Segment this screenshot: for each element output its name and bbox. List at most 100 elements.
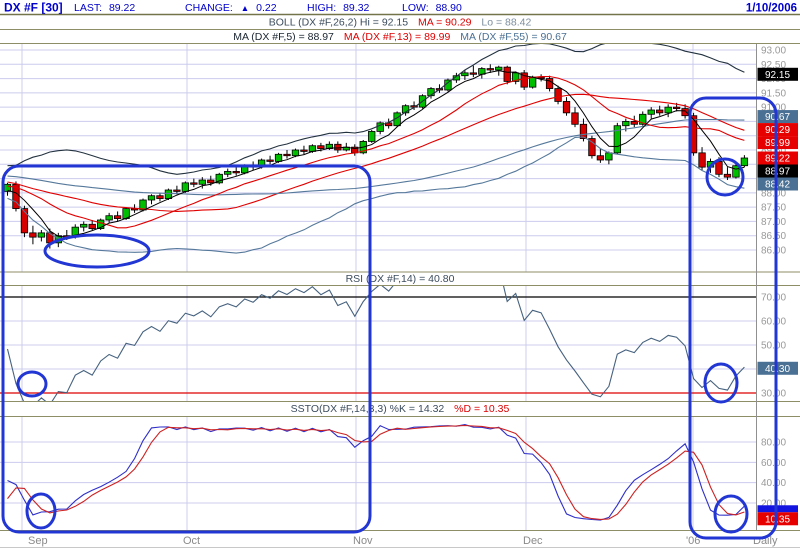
low-value: 88.90 [436, 2, 462, 14]
candle-up [181, 182, 190, 192]
rsi-plot-area[interactable] [0, 286, 756, 401]
svg-text:LAST: 89.22: LAST: 89.22 [74, 2, 135, 14]
candle-up [512, 72, 520, 82]
ma5-value: MA (DX #F,5) = 88.97 [233, 31, 334, 43]
candle-down [334, 143, 342, 151]
value-badge [757, 136, 798, 150]
ssto-title: SSTO(DX #F,14,3,3) %K = 14.32 %D = 10.35 [291, 403, 510, 415]
annotation-circle-price-jan-lows[interactable] [705, 157, 745, 197]
candle-up [427, 88, 435, 97]
date-display: 1/10/2006 [746, 3, 797, 15]
boll-upper-band-line [7, 44, 745, 175]
month-label[interactable]: Sep [28, 535, 48, 547]
value-badge [757, 164, 798, 178]
candle-up [605, 152, 613, 161]
candle-up [215, 173, 223, 184]
svg-text:CHANGE: ▲ 0.22: CHANGE: ▲ 0.22 [185, 2, 277, 14]
axis-tick-label: 87.00 [761, 217, 786, 228]
axis-tick-label: 70.00 [761, 293, 786, 304]
candle-up [664, 106, 672, 114]
annotation-circle-ssto-sep-low[interactable] [25, 492, 57, 530]
value-badge-label: 89.22 [765, 154, 790, 165]
month-label[interactable]: Oct [183, 535, 200, 547]
price-plot-area[interactable] [0, 44, 756, 272]
svg-text:LOW: 88.90: LOW: 88.90 [402, 2, 462, 14]
month-label[interactable]: Dec [523, 535, 543, 547]
candle-down [469, 72, 478, 75]
candle-up [368, 131, 376, 142]
symbol-title: DX #F [30] [4, 1, 63, 15]
high-label: HIGH: [307, 2, 336, 14]
annotation-circle-price-sep-lows[interactable] [43, 233, 151, 269]
candle-down [503, 66, 511, 82]
candle-down [596, 155, 605, 161]
annotation-circle-rsi-sep-low[interactable] [16, 370, 48, 398]
candle-down [681, 108, 689, 117]
axis-tick-label: 30.00 [761, 389, 786, 400]
candle-down [190, 182, 198, 185]
candle-up [461, 72, 469, 77]
candle-up [740, 157, 749, 167]
month-label[interactable]: Nov [353, 535, 373, 547]
candle-down [520, 72, 528, 88]
candle-down [232, 171, 240, 174]
ssto-k-line [7, 424, 745, 521]
low-label: LOW: [402, 2, 429, 14]
value-badge-label: 90.67 [765, 112, 790, 123]
annotation-circle-rsi-jan-low[interactable] [703, 362, 739, 404]
axis-tick-label: 87.50 [761, 203, 786, 214]
rsi-line-layer [6, 286, 745, 401]
candle-down [630, 121, 638, 125]
annotation-rect-sep-oct-lows[interactable] [1, 164, 372, 534]
axis-tick-label: 60.00 [761, 458, 786, 469]
candle-up [647, 109, 655, 115]
candle-up [495, 66, 503, 71]
candle-up [105, 215, 113, 221]
candle-up [401, 105, 410, 114]
boll-indicator-row: BOLL (DX #F,26,2) Hi = 92.15 MA = 90.29 … [269, 17, 532, 29]
boll-lo-value: Lo = 88.42 [481, 17, 531, 29]
candle-up [224, 171, 232, 175]
ssto-lines-layer [7, 424, 745, 521]
ssto-k-value: SSTO(DX #F,14,3,3) %K = 14.32 [291, 403, 445, 415]
value-badge-label: 40.30 [765, 364, 790, 375]
ma13-line [7, 75, 745, 229]
axis-tick-label: 60.00 [761, 317, 786, 328]
ma5-line [7, 70, 745, 238]
month-label[interactable]: '06 [686, 535, 700, 547]
candle-down [672, 106, 681, 109]
value-badge-label: 92.15 [765, 70, 790, 81]
axis-tick-label: 88.00 [761, 188, 786, 199]
candle-down [156, 195, 164, 199]
value-badge-label: 88.42 [765, 180, 790, 191]
candle-down [29, 232, 37, 238]
candle-down [300, 149, 308, 152]
change-label: CHANGE: [185, 2, 233, 14]
value-badge [757, 512, 798, 526]
ssto-plot-area[interactable] [0, 417, 756, 530]
ma55-value: MA (DX #F,55) = 90.67 [460, 31, 567, 43]
candle-up [291, 149, 300, 157]
rsi-line [6, 286, 745, 401]
value-badge [757, 123, 798, 137]
axis-tick-label: 89.50 [761, 146, 786, 157]
value-badge [757, 505, 798, 513]
candle-down [88, 223, 96, 229]
axis-tick-label: 91.50 [761, 88, 786, 99]
annotation-rect-jan-selloff[interactable] [688, 96, 778, 540]
candle-down [571, 112, 579, 125]
candle-down [562, 101, 571, 114]
candle-up [198, 179, 206, 185]
candle-up [308, 145, 317, 152]
candle-down [554, 88, 562, 102]
annotation-circle-ssto-jan-low[interactable] [713, 494, 749, 534]
candle-up [80, 223, 88, 228]
header-bar: DX #F [30] LAST: 89.22 CHANGE: ▲ 0.22 HI… [4, 1, 797, 15]
candle-down [698, 152, 706, 168]
candle-down [723, 173, 732, 178]
ma-indicator-row: MA (DX #F,5) = 88.97 MA (DX #F,13) = 89.… [233, 31, 567, 43]
change-value: 0.22 [256, 2, 277, 14]
candle-down [173, 189, 181, 192]
